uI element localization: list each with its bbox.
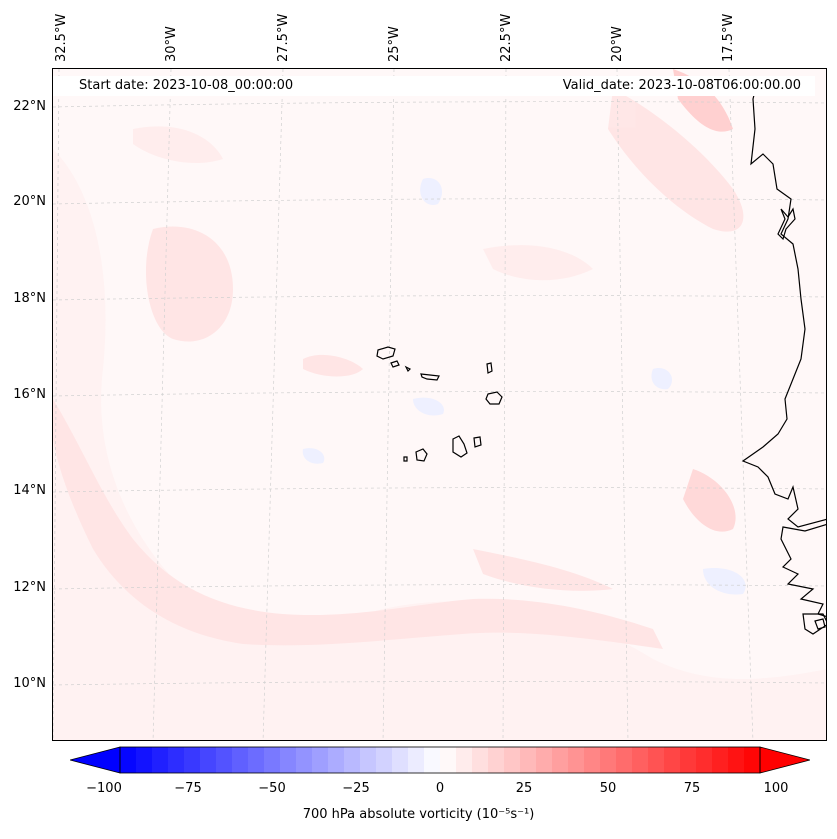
lat-label-18N: 18°N [13,291,46,306]
colorbar-band [536,747,553,773]
colorbar-tick: 75 [683,781,701,796]
colorbar-band [600,747,617,773]
colorbar-tick: −75 [174,781,202,796]
colorbar-band [184,747,201,773]
lat-label-20N: 20°N [13,194,46,209]
start-date-label: Start date: 2023-10-08_00:00:00 [79,78,294,93]
lon-label-32.5W: 32.5°W [54,13,69,62]
colorbar-band [680,747,697,773]
cape-verde-islands [376,346,503,462]
african-coastline [741,78,826,618]
lat-label-14N: 14°N [13,483,46,498]
colorbar-band [200,747,217,773]
colorbar-band [248,747,265,773]
map-panel[interactable] [52,68,827,741]
colorbar-tick: 100 [763,781,789,796]
colorbar-band [744,747,761,773]
colorbar-band [440,747,457,773]
colorbar-band [280,747,297,773]
colorbar-bands [120,747,761,773]
colorbar-band [488,747,505,773]
colorbar-band [616,747,633,773]
colorbar-label: 700 hPa absolute vorticity (10⁻⁵s⁻¹) [302,807,535,822]
colorbar-band [712,747,729,773]
colorbar-band [360,747,377,773]
lon-label-27.5W: 27.5°W [276,13,291,62]
colorbar-band [648,747,665,773]
colorbar-band [296,747,313,773]
lon-label-20W: 20°W [610,26,625,62]
colorbar-band [328,747,345,773]
colorbar-band [424,747,441,773]
colorbar-tick: 50 [599,781,617,796]
lat-label-12N: 12°N [13,580,46,595]
colorbar-band [232,747,249,773]
colorbar-band [152,747,169,773]
colorbar-band [520,747,537,773]
colorbar-band [584,747,601,773]
colorbar-band [456,747,473,773]
colorbar-band [168,747,185,773]
lon-label-25W: 25°W [387,26,402,62]
negative-vorticity-field [302,178,746,595]
lon-label-17.5W: 17.5°W [721,13,736,62]
colorbar-outline [119,746,761,774]
colorbar-band [312,747,329,773]
vorticity-map [53,69,826,740]
colorbar-band [408,747,425,773]
lat-label-16N: 16°N [13,387,46,402]
positive-vorticity-field [53,69,826,740]
colorbar-tick: −100 [86,781,122,796]
colorbar [70,746,810,774]
lat-label-22N: 22°N [13,99,46,114]
colorbar-band [568,747,585,773]
colorbar-band [136,747,153,773]
lon-label-30W: 30°W [164,26,179,62]
header-strip [53,76,815,96]
colorbar-band [632,747,649,773]
colorbar-band [728,747,745,773]
coastline-detail-south [802,613,826,635]
colorbar-tick: −50 [258,781,286,796]
valid-date-label: Valid_date: 2023-10-08T06:00:00.00 [562,78,801,93]
colorbar-tick: −25 [342,781,370,796]
lon-label-22.5W: 22.5°W [499,13,514,62]
colorbar-tick: 25 [515,781,533,796]
colorbar-tick: 0 [435,781,445,796]
colorbar-band [216,747,233,773]
colorbar-band [392,747,409,773]
colorbar-min-extension [70,746,121,774]
colorbar-band [664,747,681,773]
colorbar-band [552,747,569,773]
colorbar-band [696,747,713,773]
coastline-detail-north [777,207,796,241]
colorbar-band [376,747,393,773]
colorbar-band [344,747,361,773]
colorbar-band [120,747,137,773]
graticule [53,69,826,740]
colorbar-band [504,747,521,773]
colorbar-max-extension [759,746,810,774]
colorbar-band [264,747,281,773]
lat-label-10N: 10°N [13,676,46,691]
colorbar-band [472,747,489,773]
